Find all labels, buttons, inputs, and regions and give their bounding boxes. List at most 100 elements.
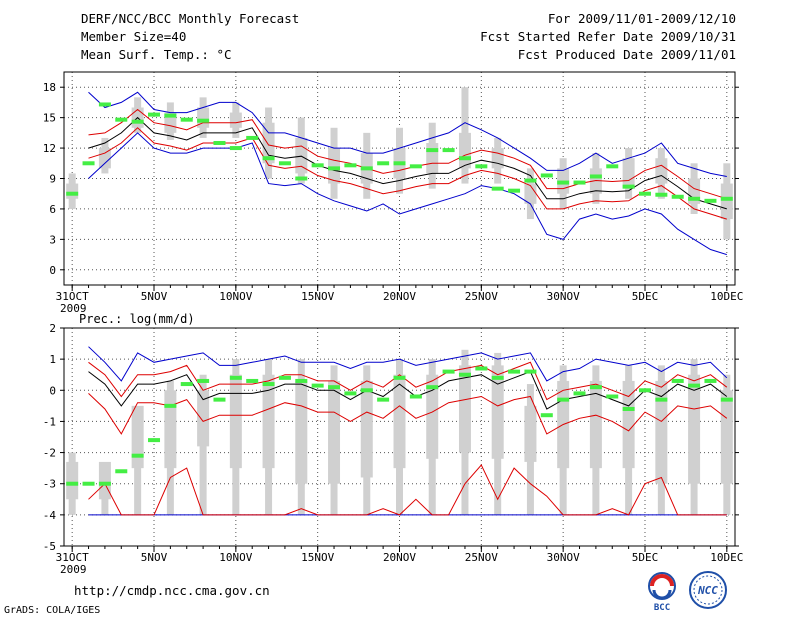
box-iqr	[262, 374, 275, 469]
median-mark	[115, 117, 128, 122]
median-mark	[377, 397, 390, 402]
lower-spread-line	[88, 393, 728, 435]
y-tick-label: -5	[43, 540, 56, 553]
median-mark	[246, 378, 259, 383]
x-tick-label: 30NOV	[547, 551, 580, 564]
median-mark	[508, 188, 521, 193]
year-label: 2009	[60, 302, 87, 315]
box-iqr	[720, 183, 733, 220]
median-mark	[164, 113, 177, 118]
upper-spread-line	[88, 361, 728, 401]
x-tick-label: 5NOV	[141, 551, 168, 564]
chart-title: DERF/NCC/BCC Monthly Forecast	[81, 11, 300, 26]
median-mark	[524, 178, 537, 183]
median-mark	[246, 135, 259, 140]
median-mark	[638, 191, 651, 196]
bcc-logo-icon: BCC	[648, 572, 676, 613]
median-mark	[82, 161, 95, 166]
median-mark	[180, 382, 193, 387]
median-mark	[442, 369, 455, 374]
box-iqr	[131, 405, 144, 469]
median-mark	[164, 403, 177, 408]
median-mark	[442, 148, 455, 153]
ensemble-mean-line	[88, 116, 727, 210]
median-mark	[688, 383, 701, 388]
median-mark	[98, 481, 111, 486]
x-tick-label: 15NOV	[301, 551, 334, 564]
year-label: 2009	[60, 563, 87, 576]
x-tick-label: 20NOV	[383, 551, 416, 564]
median-mark	[295, 176, 308, 181]
x-tick-label: 31OCT	[56, 290, 89, 303]
median-mark	[360, 166, 373, 171]
x-tick-label: 15NOV	[301, 290, 334, 303]
box-iqr	[426, 374, 439, 459]
median-mark	[589, 385, 602, 390]
median-mark	[278, 375, 291, 380]
median-mark	[704, 198, 717, 203]
upper-envelope-line	[88, 91, 727, 177]
median-mark	[377, 161, 390, 166]
median-mark	[311, 383, 324, 388]
box-iqr	[229, 374, 242, 469]
x-tick-label: 5NOV	[141, 290, 168, 303]
median-mark	[229, 146, 242, 151]
box-iqr	[229, 112, 242, 128]
median-mark	[393, 375, 406, 380]
box-iqr	[524, 183, 537, 204]
box-iqr	[524, 405, 537, 462]
box-iqr	[197, 390, 210, 447]
y-tick-label: 6	[49, 203, 56, 216]
variable-label: Mean Surf. Temp.: °C	[81, 47, 232, 62]
median-mark	[458, 156, 471, 161]
median-mark	[688, 196, 701, 201]
box-iqr	[360, 380, 373, 478]
median-mark	[491, 186, 504, 191]
x-tick-label: 10DEC	[710, 551, 743, 564]
y-tick-label: 2	[49, 322, 56, 335]
box-iqr	[655, 380, 668, 484]
box-iqr	[622, 158, 635, 189]
median-mark	[524, 369, 537, 374]
box-iqr	[328, 380, 341, 484]
median-mark	[115, 469, 128, 474]
median-mark	[557, 397, 570, 402]
median-mark	[622, 406, 635, 411]
median-mark	[82, 481, 95, 486]
x-tick-label: 10NOV	[219, 551, 252, 564]
y-tick-label: 1	[49, 353, 56, 366]
y-tick-label: 0	[49, 264, 56, 277]
median-mark	[540, 413, 553, 418]
median-mark	[66, 481, 79, 486]
box-iqr	[491, 148, 504, 169]
grads-credit: GrADS: COLA/IGES	[4, 605, 101, 616]
box-iqr	[458, 365, 471, 453]
median-mark	[540, 173, 553, 178]
box-iqr	[589, 380, 602, 469]
forecast-start-date: Fcst Started Refer Date 2009/10/31	[480, 29, 736, 44]
median-mark	[197, 378, 210, 383]
median-mark	[131, 453, 144, 458]
x-tick-label: 30NOV	[547, 290, 580, 303]
median-mark	[180, 117, 193, 122]
source-url[interactable]: http://cmdp.ncc.cma.gov.cn	[74, 583, 270, 598]
lower-spread-line	[88, 127, 727, 220]
median-mark	[622, 184, 635, 189]
box-iqr	[164, 112, 177, 133]
box-iqr	[98, 148, 111, 169]
median-mark	[278, 161, 291, 166]
median-mark	[197, 118, 210, 123]
lower-envelope-line	[88, 132, 727, 256]
median-mark	[213, 141, 226, 145]
upper-spread-line	[88, 108, 727, 200]
median-mark	[148, 112, 161, 117]
box-iqr	[688, 374, 701, 484]
median-mark	[475, 164, 488, 169]
median-mark	[573, 391, 586, 396]
ensemble-mean-line	[88, 370, 728, 410]
median-mark	[475, 366, 488, 371]
forecast-period: For 2009/11/01-2009/12/10	[547, 11, 736, 26]
median-mark	[557, 180, 570, 185]
x-tick-label: 10NOV	[219, 290, 252, 303]
